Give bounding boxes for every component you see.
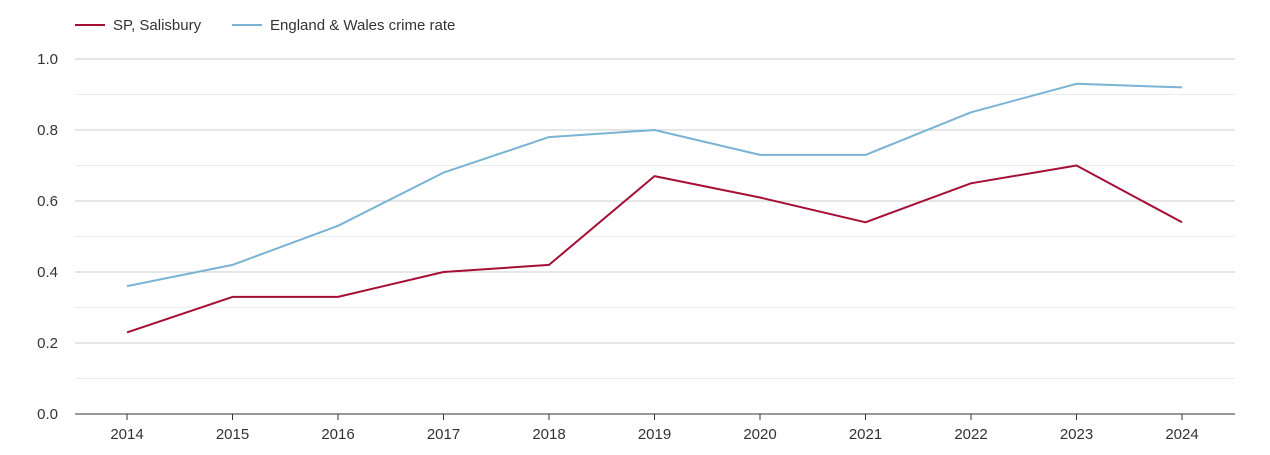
x-tick-label: 2017 [427, 426, 460, 443]
x-tick-label: 2019 [638, 426, 671, 443]
x-tick-label: 2016 [321, 426, 354, 443]
grid-lines [75, 58, 1235, 379]
legend: SP, Salisbury England & Wales crime rate [75, 17, 455, 34]
x-tick-label: 2021 [849, 426, 882, 443]
y-tick-label: 1.0 [37, 51, 58, 68]
y-tick-label: 0.8 [37, 122, 58, 139]
legend-item[interactable]: England & Wales crime rate [232, 17, 455, 34]
x-tick-label: 2014 [110, 426, 143, 443]
x-tick-label: 2024 [1165, 426, 1198, 443]
y-tick-label: 0.4 [37, 264, 58, 281]
y-tick-label: 0.6 [37, 193, 58, 210]
x-tick-label: 2018 [532, 426, 565, 443]
x-tick-label: 2022 [954, 426, 987, 443]
legend-label: SP, Salisbury [113, 17, 202, 34]
series-line-1 [126, 164, 1183, 334]
x-tick-label: 2015 [216, 426, 249, 443]
y-tick-label: 0.0 [37, 406, 58, 423]
y-tick-label: 0.2 [37, 335, 58, 352]
series-lines [126, 82, 1183, 334]
x-tick-label: 2020 [743, 426, 776, 443]
legend-label: England & Wales crime rate [270, 17, 455, 34]
legend-item[interactable]: SP, Salisbury [75, 17, 202, 34]
axes: 0.0 0.2 0.4 0.6 0.8 1.0 2014 2015 2016 2017 2018 20… [37, 51, 1235, 443]
x-tick-label: 2023 [1060, 426, 1093, 443]
series-line-2 [126, 82, 1183, 288]
